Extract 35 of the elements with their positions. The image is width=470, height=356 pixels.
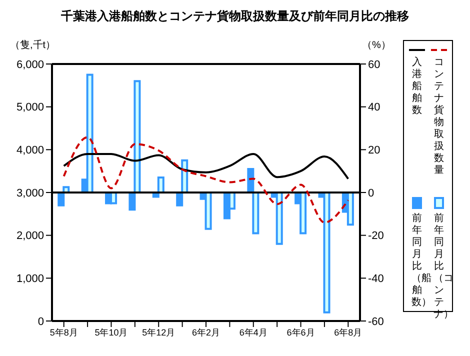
- y-axis-title: （隻,千t）: [10, 38, 56, 52]
- bar: [157, 176, 164, 194]
- x-tick-label: 6年8月: [334, 327, 362, 338]
- bar: [252, 192, 260, 234]
- x-tick-label: 6年4月: [239, 327, 268, 338]
- x-tick-label: 6年2月: [192, 327, 220, 338]
- line-series: [62, 152, 350, 180]
- x-tick-label: 6年6月: [286, 327, 315, 338]
- y2-axis-title: （%）: [362, 39, 391, 52]
- y-tick-label: 1,000: [16, 273, 44, 286]
- y-tick-label: 2,000: [16, 230, 44, 242]
- y2-tick-label: -60: [368, 316, 384, 328]
- y2-tick-label: -40: [368, 273, 384, 286]
- bar: [58, 192, 65, 206]
- y2-tick-label: 0: [368, 187, 374, 200]
- y-tick-label: 6,000: [16, 58, 44, 71]
- y-tick-label: 4,000: [16, 144, 44, 157]
- y2-tick-label: 60: [368, 58, 380, 71]
- bar: [128, 192, 136, 211]
- x-tick-label: 5年8月: [50, 327, 78, 338]
- y-tick-label: 3,000: [16, 187, 44, 200]
- y-tick-label: 5,000: [16, 102, 44, 114]
- legend-label: 入港船舶数: [412, 57, 422, 117]
- bar: [176, 192, 184, 206]
- y2-tick-label: 40: [368, 102, 380, 114]
- x-tick-label: 5年10月: [94, 327, 128, 338]
- y2-tick-label: 20: [368, 144, 380, 157]
- line-series: [62, 136, 350, 224]
- y2-tick-label: -20: [368, 230, 384, 242]
- text: コンテナ貨物取扱数量: [434, 57, 444, 176]
- legend-label: 前年同月比（船舶数）: [412, 213, 432, 309]
- chart-title: 千葉港入港船舶数とコンテナ貨物取扱数量及び前年同月比の推移: [60, 8, 410, 25]
- x-tick-label: 5年12月: [142, 327, 176, 338]
- y-tick-label: 0: [38, 316, 44, 328]
- bar: [134, 80, 141, 194]
